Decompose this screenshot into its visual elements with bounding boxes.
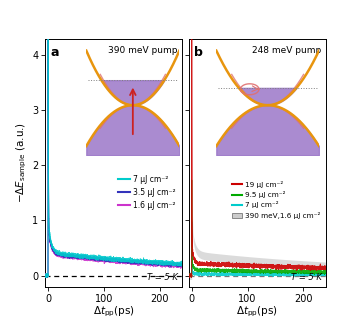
Y-axis label: $-\Delta E_{\rm sample}$ (a.u.): $-\Delta E_{\rm sample}$ (a.u.) bbox=[15, 122, 29, 203]
Text: T = 5 K: T = 5 K bbox=[291, 273, 322, 282]
X-axis label: $\Delta t_{\rm pp}$(ps): $\Delta t_{\rm pp}$(ps) bbox=[236, 305, 278, 319]
Legend: 7 μJ cm⁻², 3.5 μJ cm⁻², 1.6 μJ cm⁻²: 7 μJ cm⁻², 3.5 μJ cm⁻², 1.6 μJ cm⁻² bbox=[115, 172, 178, 213]
X-axis label: $\Delta t_{\rm pp}$(ps): $\Delta t_{\rm pp}$(ps) bbox=[93, 305, 135, 319]
Text: 248 meV pump: 248 meV pump bbox=[252, 46, 322, 55]
Text: b: b bbox=[194, 46, 203, 59]
Text: a: a bbox=[51, 46, 59, 59]
Text: 390 meV pump: 390 meV pump bbox=[109, 46, 178, 55]
Legend: 19 μJ cm⁻², 9.5 μJ cm⁻², 7 μJ cm⁻², 390 meV,1.6 μJ cm⁻²: 19 μJ cm⁻², 9.5 μJ cm⁻², 7 μJ cm⁻², 390 … bbox=[229, 178, 324, 222]
Text: T = 5 K: T = 5 K bbox=[147, 273, 178, 282]
